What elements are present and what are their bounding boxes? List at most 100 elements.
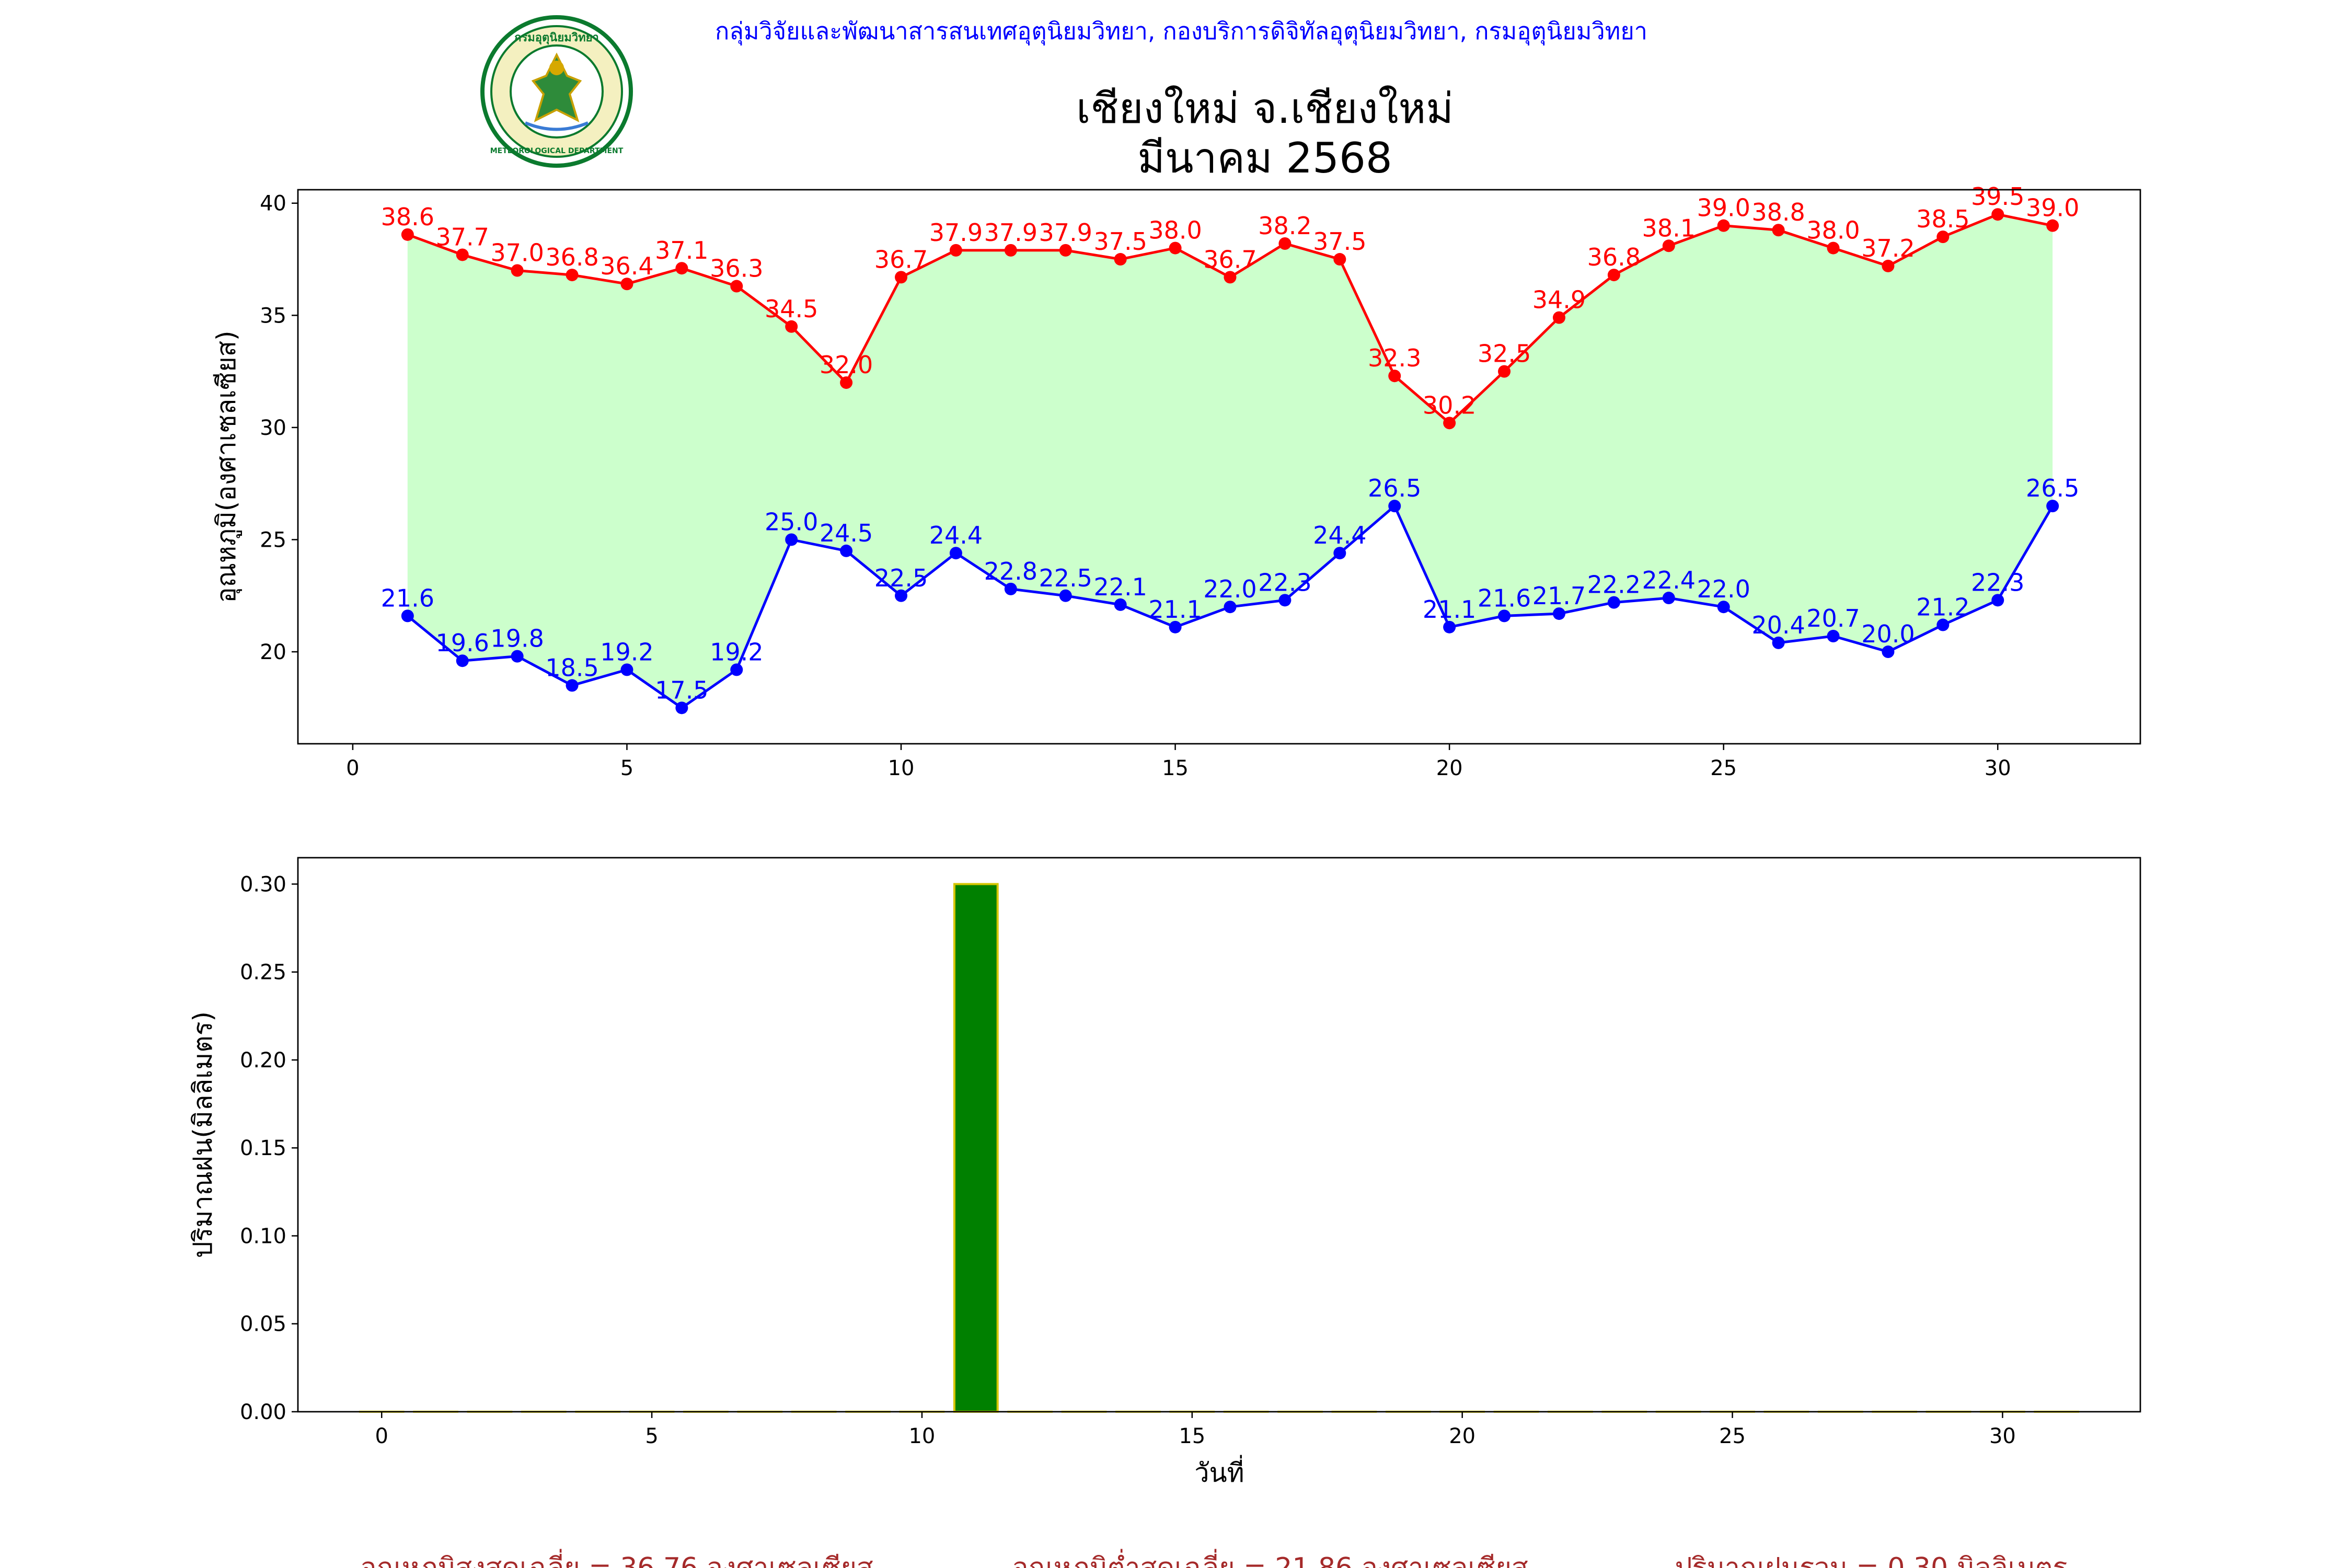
max-temperature-point: [1827, 241, 1840, 255]
min-temperature-data-label: 17.5: [655, 676, 708, 704]
max-temperature-point: [730, 280, 743, 293]
min-temperature-data-label: 19.6: [436, 629, 489, 657]
min-temperature-data-label: 24.4: [929, 521, 983, 549]
min-temperature-point: [1772, 636, 1785, 649]
max-temperature-data-label: 38.0: [1806, 216, 1860, 245]
rainfall-x-axis-label: วันที่: [1194, 1455, 1244, 1488]
min-temperature-data-label: 22.0: [1203, 575, 1256, 603]
max-temperature-point: [1004, 244, 1017, 257]
rainfall-x-tick-label: 10: [908, 1424, 935, 1448]
min-temperature-point: [1717, 601, 1730, 614]
min-temperature-point: [511, 650, 524, 663]
temperature-chart: อุณหภูมิ(องศาเซลเซียส) 38.637.737.0 36.8 3…: [211, 182, 2141, 780]
min-temperature-point: [1498, 609, 1511, 622]
min-temperature-point: [1552, 607, 1565, 620]
temperature-y-tick-label: 30: [260, 416, 286, 440]
max-temperature-data-label: 36.3: [710, 255, 763, 283]
max-temperature-point: [1936, 230, 1950, 244]
min-temperature-point: [566, 679, 579, 692]
min-temperature-point: [1882, 645, 1895, 659]
max-temperature-data-label: 32.5: [1478, 340, 1531, 368]
min-temperature-data-label: 26.5: [1368, 474, 1421, 502]
min-temperature-point: [620, 663, 633, 676]
logo-english-text: METEOROLOGICAL DEPARTMENT: [490, 147, 624, 155]
rainfall-y-tick-label: 0.00: [240, 1400, 286, 1424]
temperature-y-tick-label: 35: [260, 304, 286, 328]
min-temperature-point: [1114, 598, 1127, 611]
rainfall-chart: ปริมาณฝน(มิลลิเมตร) วันที่ 0 5 10 15 20 25 30 0…: [188, 857, 2141, 1488]
min-temperature-point: [1278, 594, 1292, 607]
min-temperature-data-label: 24.5: [820, 519, 873, 547]
min-temperature-point: [675, 701, 688, 714]
temperature-y-tick-label: 25: [260, 528, 286, 552]
max-temperature-point: [456, 248, 469, 261]
max-temperature-point: [566, 269, 579, 282]
min-temperature-data-label: 22.5: [874, 564, 928, 592]
min-temperature-data-label: 21.6: [1478, 584, 1531, 612]
max-temperature-point: [1662, 239, 1675, 252]
rainfall-bar: [953, 883, 999, 1413]
min-temperature-point: [401, 609, 414, 622]
min-temperature-data-label: 21.7: [1532, 582, 1586, 610]
min-temperature-data-label: 22.4: [1642, 566, 1696, 594]
summary-avg-min: อุณหภูมิต่ำสุดเฉลี่ย = 21.86 องศาเซลเซีย…: [1012, 1549, 1528, 1568]
max-temperature-point: [1607, 269, 1620, 282]
min-temperature-point: [949, 547, 962, 560]
min-temperature-data-label: 22.0: [1697, 575, 1750, 603]
max-temperature-data-label: 37.7: [436, 223, 489, 251]
rainfall-x-tick-label: 25: [1719, 1424, 1746, 1448]
max-temperature-point: [1278, 237, 1292, 250]
max-temperature-data-label: 37.9: [1039, 218, 1092, 247]
max-temperature-data-label: 34.5: [765, 295, 818, 323]
max-temperature-point: [1882, 259, 1895, 272]
max-temperature-point: [1169, 241, 1182, 255]
chart-subtitle: มีนาคม 2568: [1137, 134, 1392, 182]
min-temperature-point: [1936, 618, 1950, 631]
max-temperature-point: [401, 228, 414, 241]
max-temperature-point: [620, 278, 633, 291]
max-temperature-data-label: 38.2: [1258, 212, 1311, 240]
min-temperature-data-label: 22.2: [1587, 571, 1641, 599]
max-temperature-data-label: 36.4: [600, 252, 653, 280]
max-temperature-point: [1552, 311, 1565, 324]
plot-frame-outline: [297, 189, 2141, 745]
rainfall-plot-frame: [297, 857, 2141, 1413]
max-temperature-point: [895, 271, 908, 284]
max-temperature-data-label: 36.7: [1203, 245, 1256, 273]
temperature-y-tick-label: 40: [260, 192, 286, 216]
max-temperature-data-label: 37.5: [1093, 227, 1147, 256]
max-temperature-point: [511, 264, 524, 277]
max-temperature-point: [840, 376, 853, 389]
max-temperature-data-label: 37.9: [929, 218, 983, 247]
max-temperature-point: [1114, 253, 1127, 266]
min-temperature-point: [2046, 500, 2059, 513]
rainfall-x-tick-label: 0: [375, 1424, 388, 1448]
min-temperature-data-label: 18.5: [545, 653, 598, 682]
min-temperature-point: [1991, 594, 2004, 607]
min-temperature-point: [1443, 620, 1456, 633]
min-temperature-point: [1607, 596, 1620, 609]
max-temperature-point: [2046, 219, 2059, 232]
min-temperature-point: [1059, 589, 1072, 602]
min-temperature-data-label: 20.7: [1806, 604, 1860, 632]
summary-avg-max: อุณหภูมิสูงสุดเฉลี่ย = 36.76 องศาเซลเซีย…: [360, 1549, 873, 1568]
min-temperature-data-label: 21.2: [1916, 593, 1969, 621]
max-temperature-data-label: 38.0: [1148, 216, 1202, 245]
max-temperature-data-label: 36.8: [1587, 243, 1641, 271]
max-temperature-data-label: 34.9: [1532, 286, 1586, 314]
rainfall-y-tick-label: 0.30: [240, 872, 286, 896]
min-temperature-point: [456, 654, 469, 667]
min-temperature-data-label: 19.8: [490, 625, 544, 653]
max-temperature-data-label: 38.6: [381, 203, 434, 231]
max-temperature-data-label: 32.0: [820, 351, 873, 379]
temperature-x-tick-label: 30: [1985, 756, 2011, 780]
max-temperature-point: [1772, 224, 1785, 237]
max-temperature-point: [1717, 219, 1730, 232]
max-temperature-point: [1443, 417, 1456, 430]
rainfall-y-tick-label: 0.05: [240, 1312, 286, 1336]
temperature-y-tick-label: 20: [260, 640, 286, 664]
min-temperature-data-label: 19.2: [710, 638, 763, 666]
min-temperature-point: [730, 663, 743, 676]
max-temperature-data-label: 37.5: [1313, 227, 1366, 256]
temperature-x-tick-label: 10: [888, 756, 915, 780]
